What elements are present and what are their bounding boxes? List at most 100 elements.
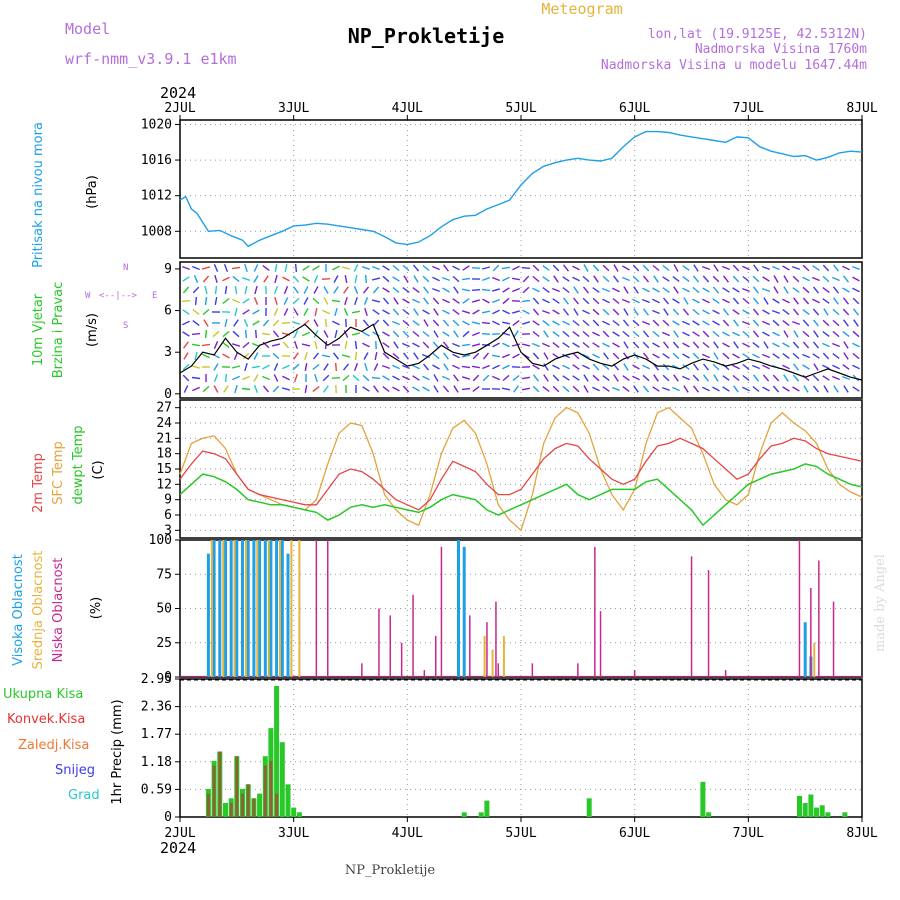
wind-arrow — [852, 386, 860, 392]
wind-arrow — [813, 330, 819, 338]
wind-arrow — [692, 275, 700, 283]
wind-arrow — [722, 375, 730, 381]
wind-arrow — [182, 265, 190, 271]
wind-arrow — [392, 375, 400, 381]
wind-arrow — [482, 276, 490, 282]
x-axis: 2JUL 2JUL 3JUL 3JUL 4JUL 4JUL 5JUL 5JUL 6JUL 6JUL… — [164, 101, 877, 841]
wind-arrow — [762, 386, 770, 392]
wind-arrow — [294, 373, 298, 383]
label-pressure: Pritisak na nivou mora — [31, 122, 46, 268]
wind-arrow — [193, 275, 199, 283]
cloud-bar — [267, 540, 270, 677]
wind-arrow — [231, 365, 241, 369]
wind-arrow — [403, 275, 409, 283]
wind-arrow — [712, 286, 720, 294]
wind-arrow — [214, 285, 218, 295]
wind-arrow — [682, 265, 690, 271]
wind-arrow — [513, 330, 519, 338]
wind-arrow — [672, 276, 680, 282]
wind-arrow — [542, 287, 550, 293]
wind-arrow — [792, 287, 800, 293]
wind-arrow — [422, 330, 430, 338]
precip-bar — [223, 803, 228, 817]
wind-arrow — [502, 353, 510, 359]
wind-arrow — [692, 298, 700, 304]
wind-arrow — [472, 374, 480, 382]
wind-arrow — [372, 265, 380, 271]
wind-arrow — [543, 363, 549, 371]
wind-arrow — [191, 343, 201, 347]
wind-arrow — [274, 263, 278, 273]
wind-arrow — [572, 276, 580, 282]
wind-arrow — [782, 364, 790, 370]
wind-arrow — [402, 330, 410, 338]
wind-arrow — [622, 330, 630, 338]
cloud-bar — [269, 540, 273, 677]
wind-arrow — [823, 385, 829, 393]
cloud-bar — [258, 540, 262, 677]
compass-n: N — [123, 263, 128, 273]
wind-arrow — [304, 384, 308, 394]
wind-arrow — [852, 342, 860, 348]
precip-bar — [808, 794, 814, 817]
wind-arrow — [733, 319, 739, 327]
wind-arrow — [582, 319, 590, 327]
wind-arrow — [852, 330, 860, 338]
wind-arrow — [653, 374, 659, 382]
wind-arrow — [304, 362, 308, 372]
wind-arrow — [413, 275, 419, 283]
wind-arrow — [572, 364, 580, 370]
wind-arrow — [662, 276, 670, 282]
wind-arrow — [852, 308, 860, 316]
wind-arrow — [703, 374, 709, 382]
wind-arrow — [182, 276, 190, 282]
wind-arrow — [255, 329, 257, 339]
wind-arrow — [502, 276, 510, 282]
wind-arrow — [442, 309, 450, 315]
wind-arrow — [722, 352, 730, 360]
wind-arrow — [293, 308, 299, 316]
precip-bar — [241, 793, 244, 817]
cloud-bar — [707, 570, 710, 677]
y-tick-label: 2.36 — [141, 700, 172, 715]
wind-arrow — [412, 375, 420, 381]
wind-arrow — [762, 374, 770, 382]
cloud-bar — [378, 608, 380, 677]
wind-arrow — [371, 299, 381, 303]
wind-arrow — [682, 364, 690, 370]
wind-arrow — [742, 374, 750, 382]
cloud-bar — [803, 622, 807, 677]
wind-arrow — [693, 363, 699, 371]
wind-arrow — [222, 276, 230, 282]
wind-arrow — [182, 320, 190, 326]
wind-arrow — [771, 309, 781, 315]
wind-arrow — [612, 297, 620, 305]
wind-arrow — [752, 342, 760, 348]
wind-arrow — [672, 352, 680, 360]
wind-arrow — [772, 319, 780, 327]
wind-arrow — [472, 299, 480, 303]
wind-arrow — [832, 353, 840, 359]
wind-arrow — [652, 319, 660, 327]
wind-arrow — [472, 331, 480, 337]
wind-arrow — [642, 364, 650, 370]
wind-arrow — [763, 297, 769, 305]
label-temp-sfc: SFC Temp — [51, 441, 66, 505]
wind-arrow — [214, 274, 218, 284]
wind-arrow — [562, 364, 570, 370]
wind-arrow — [481, 266, 491, 270]
wind-arrow — [652, 309, 660, 315]
cloud-bar — [495, 601, 497, 677]
wind-arrow — [612, 342, 620, 348]
wind-arrow — [272, 352, 280, 360]
compass-w: W — [85, 291, 91, 301]
wind-arrow — [783, 374, 789, 382]
x-label-bottom: 7JUL — [733, 826, 764, 841]
wind-arrow — [642, 298, 650, 304]
y-tick-label: 9 — [164, 493, 172, 508]
wind-arrow — [312, 386, 320, 392]
wind-arrow — [632, 341, 640, 349]
wind-arrow — [792, 374, 800, 382]
wind-arrow — [782, 309, 790, 315]
